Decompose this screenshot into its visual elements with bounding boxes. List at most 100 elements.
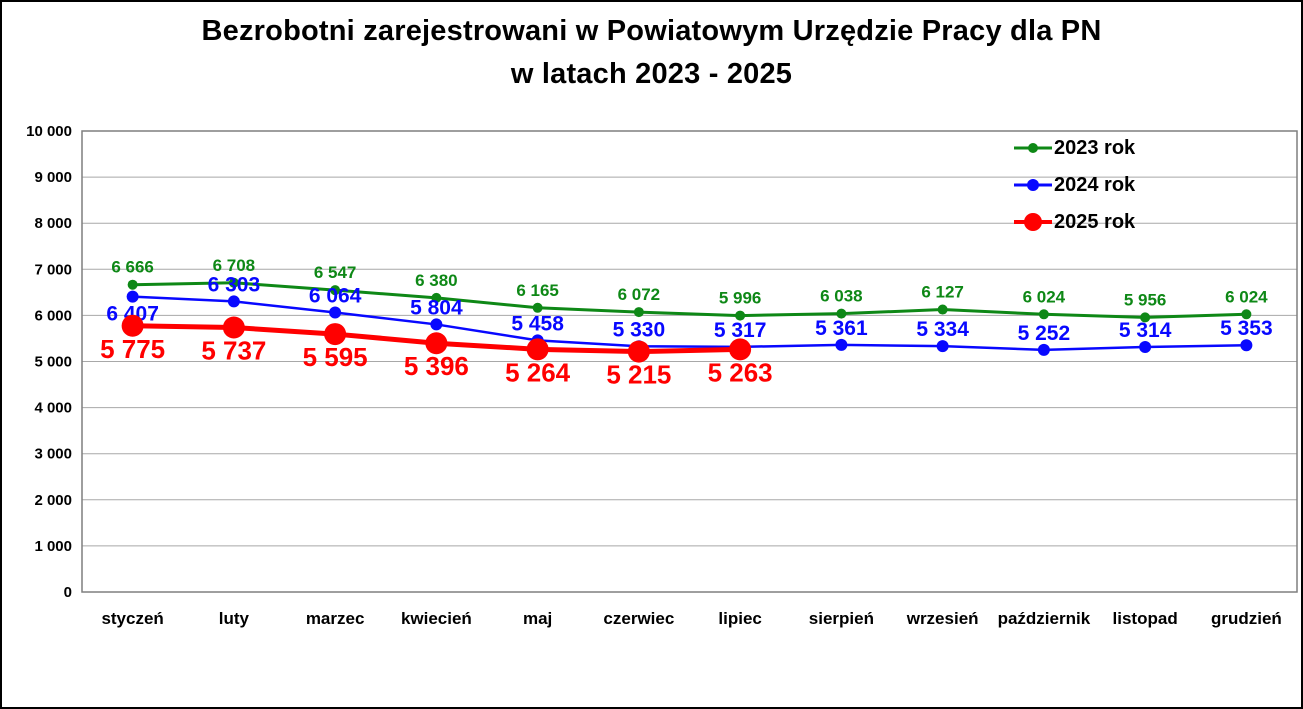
y-axis-tick-label: 3 000	[34, 446, 72, 463]
data-label-2025-rok: 5 263	[708, 357, 773, 387]
x-axis-label: marzec	[306, 609, 365, 628]
data-label-2024-rok: 6 407	[106, 303, 159, 326]
data-label-2023-rok: 6 072	[618, 285, 661, 304]
data-label-2024-rok: 5 334	[916, 318, 969, 341]
data-label-2023-rok: 6 380	[415, 271, 458, 290]
data-label-2024-rok: 5 317	[714, 319, 767, 342]
data-point-2024-rok	[835, 338, 848, 351]
x-axis-label: grudzień	[1211, 609, 1282, 628]
legend-item-2023-rok: 2023 rok	[1014, 136, 1135, 160]
data-point-2023-rok	[836, 308, 847, 319]
data-point-2023-rok	[330, 285, 341, 296]
data-label-2023-rok: 6 024	[1023, 287, 1066, 306]
data-point-2023-rok	[937, 304, 948, 315]
data-label-2024-rok: 6 303	[208, 273, 261, 296]
data-point-2025-rok	[627, 340, 650, 363]
x-axis-label: luty	[219, 609, 250, 628]
legend-item-2025-rok: 2025 rok	[1014, 210, 1135, 234]
data-point-2023-rok	[1038, 309, 1049, 320]
data-point-2023-rok	[1241, 309, 1252, 320]
data-point-2024-rok	[126, 290, 139, 303]
data-point-2025-rok	[222, 316, 245, 339]
data-point-2023-rok	[633, 307, 644, 318]
data-label-2023-rok: 6 547	[314, 263, 357, 282]
data-label-2023-rok: 6 666	[111, 258, 154, 277]
legend-marker	[1024, 213, 1042, 231]
data-point-2025-rok	[526, 338, 549, 361]
data-label-2023-rok: 6 165	[516, 281, 559, 300]
chart-title: Bezrobotni zarejestrowani w Powiatowym U…	[2, 10, 1301, 96]
data-label-2025-rok: 5 215	[606, 360, 671, 390]
data-label-2025-rok: 5 264	[505, 357, 571, 387]
data-label-2023-rok: 6 127	[921, 283, 964, 302]
data-point-2024-rok	[1139, 341, 1152, 354]
data-point-2023-rok	[532, 302, 543, 313]
data-point-2024-rok	[430, 318, 443, 331]
legend-line-marker-icon	[1014, 213, 1052, 231]
data-point-2023-rok	[431, 292, 442, 303]
y-axis-tick-label: 0	[64, 584, 72, 601]
data-label-2025-rok: 5 396	[404, 351, 469, 381]
legend-label-2023-rok: 2023 rok	[1054, 136, 1136, 159]
data-point-2023-rok	[735, 310, 746, 321]
data-point-2023-rok	[228, 277, 239, 288]
legend-marker	[1028, 143, 1038, 153]
y-axis-tick-label: 2 000	[34, 492, 72, 509]
x-axis-label: listopad	[1113, 609, 1178, 628]
y-axis-tick-label: 1 000	[34, 538, 72, 555]
legend-marker	[1027, 179, 1039, 191]
data-point-2025-rok	[121, 314, 144, 337]
data-point-2024-rok	[1037, 343, 1050, 356]
series-line-2023-rok	[132, 281, 1247, 319]
y-axis-tick-label: 9 000	[34, 169, 72, 186]
data-point-2025-rok	[425, 332, 448, 355]
x-axis-label: wrzesień	[906, 609, 979, 628]
data-label-2023-rok: 6 024	[1225, 287, 1268, 306]
series-line-2024-rok	[132, 295, 1247, 352]
data-label-2024-rok: 5 458	[511, 312, 564, 335]
y-axis-tick-label: 10 000	[26, 123, 72, 140]
y-axis-tick-label: 7 000	[34, 261, 72, 278]
data-label-2024-rok: 5 361	[815, 317, 868, 340]
plot-border	[81, 130, 1298, 593]
legend-label-2024-rok: 2024 rok	[1054, 173, 1136, 196]
data-point-2024-rok	[1240, 339, 1253, 352]
chart-title-line2: w latach 2023 - 2025	[510, 58, 793, 90]
data-point-2024-rok	[936, 340, 949, 353]
legend: 2023 rok 2024 rok 2025 rok	[1014, 136, 1135, 234]
y-axis-tick-label: 8 000	[34, 215, 72, 232]
y-axis-tick-label: 5 000	[34, 354, 72, 371]
data-label-2024-rok: 5 353	[1220, 317, 1273, 340]
data-label-2024-rok: 5 252	[1018, 322, 1071, 345]
data-point-2024-rok	[227, 295, 240, 308]
data-label-2023-rok: 5 956	[1124, 290, 1167, 309]
y-axis-tick-label: 6 000	[34, 307, 72, 324]
legend-line-marker-icon	[1014, 179, 1052, 191]
x-axis-label: sierpień	[809, 609, 874, 628]
data-point-2023-rok	[127, 279, 138, 290]
legend-line-marker-icon	[1014, 143, 1052, 153]
data-label-2024-rok: 5 330	[613, 318, 666, 341]
x-axis-label: maj	[523, 609, 552, 628]
legend-item-2024-rok: 2024 rok	[1014, 173, 1135, 197]
data-label-2025-rok: 5 595	[303, 342, 368, 372]
x-axis-label: styczeń	[101, 609, 163, 628]
x-axis-label: lipiec	[718, 609, 761, 628]
x-axis-label: czerwiec	[603, 609, 674, 628]
data-label-2023-rok: 6 038	[820, 287, 863, 306]
chart-title-line1: Bezrobotni zarejestrowani w Powiatowym U…	[201, 15, 1102, 47]
data-point-2025-rok	[729, 338, 752, 361]
data-label-2025-rok: 5 775	[100, 334, 165, 364]
data-label-2023-rok: 6 708	[213, 256, 256, 275]
data-point-2025-rok	[324, 323, 347, 346]
data-label-2024-rok: 5 804	[410, 296, 463, 319]
data-label-2024-rok: 5 314	[1119, 319, 1172, 342]
data-label-2024-rok: 6 064	[309, 284, 362, 307]
data-label-2025-rok: 5 737	[201, 336, 266, 366]
data-point-2024-rok	[329, 306, 342, 319]
data-label-2023-rok: 5 996	[719, 289, 762, 308]
y-axis-tick-label: 4 000	[34, 400, 72, 417]
x-axis-label: październik	[998, 609, 1091, 628]
